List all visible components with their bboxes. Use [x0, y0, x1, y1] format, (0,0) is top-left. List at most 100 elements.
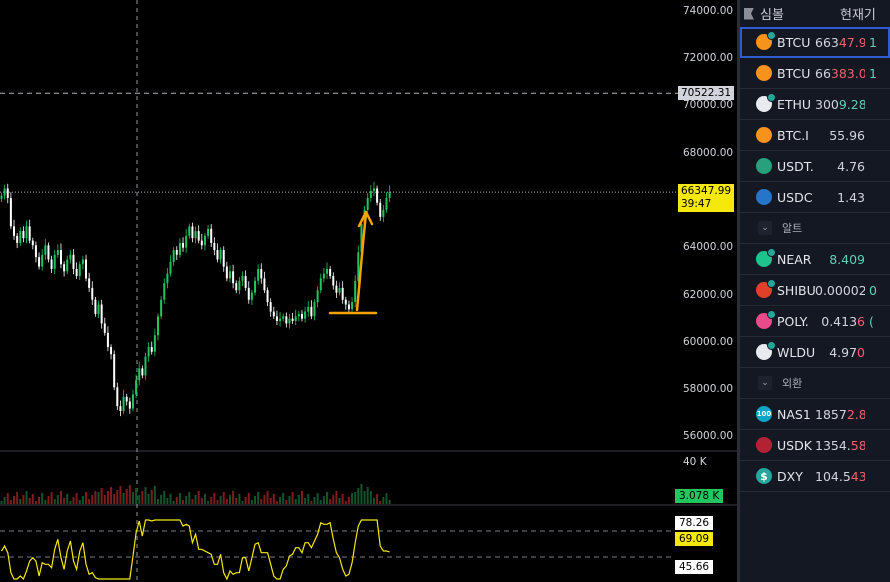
watchlist-row[interactable]: $ DXY 104.543 [740, 461, 890, 492]
candle-body [372, 188, 375, 191]
volume-bar [275, 501, 278, 504]
watchlist-row[interactable]: 100 NAS1 18572.8 [740, 399, 890, 430]
volume-bar [366, 487, 369, 504]
watchlist-row[interactable]: BTCU 66383.0 1 [740, 58, 890, 89]
dollar-icon: $ [756, 468, 772, 484]
volume-bar [319, 500, 322, 504]
price-tick: 60000.00 [683, 336, 734, 348]
volume-bar [269, 498, 272, 504]
volume-bar [260, 499, 263, 504]
watchlist-row[interactable]: BTC.I 55.96 [740, 120, 890, 151]
volume-bar [22, 495, 25, 504]
price-main: 1857 [815, 406, 847, 422]
flag-icon[interactable] [744, 7, 754, 20]
candle-body [297, 313, 300, 317]
candle-body [53, 254, 56, 269]
candle-body [235, 283, 238, 291]
price-tick-digits: 6 [857, 313, 865, 329]
candle-body [72, 254, 75, 269]
price-value: 0.00002 [815, 283, 865, 298]
candle-body [347, 304, 350, 310]
volume-bar [0, 501, 3, 504]
volume-bar [294, 499, 297, 504]
volume-bar [9, 500, 12, 504]
candle-body [382, 209, 385, 217]
volume-bar [369, 491, 372, 504]
price-main: 300 [815, 96, 839, 112]
candle-body [272, 311, 275, 317]
volume-bar [351, 493, 354, 504]
volume-bar [279, 497, 282, 504]
watchlist-row[interactable]: NEAR 8.409 [740, 244, 890, 275]
watchlist-row[interactable]: SHIBU 0.00002 0 [740, 275, 890, 306]
symbol-label: USDK [777, 437, 812, 453]
candle-body [379, 202, 382, 217]
volume-bar [144, 487, 147, 504]
annotation-arrow-head [357, 210, 374, 228]
volume-bar [254, 496, 257, 504]
fx-group-header[interactable]: ⌄ 외환 [740, 368, 890, 399]
candle-body [34, 245, 37, 258]
horizontal-line-price-flag[interactable]: 70522.31 [678, 86, 735, 100]
volume-bar [157, 499, 159, 504]
watchlist-row[interactable]: USDC 1.43 [740, 182, 890, 213]
alt-group-header[interactable]: ⌄ 알트 [740, 213, 890, 244]
candle-body [135, 380, 138, 395]
volume-bar [169, 494, 172, 504]
volume-bar [376, 494, 379, 504]
candle-body [210, 228, 213, 243]
symbol-label: DXY [777, 468, 803, 484]
volume-bar [191, 499, 194, 504]
volume-bar [188, 492, 191, 504]
live-badge-icon [767, 279, 776, 288]
chart-canvas[interactable] [0, 0, 737, 582]
candle-body [244, 276, 247, 288]
price-column-header[interactable]: 현재기 [840, 8, 876, 23]
volume-bar [247, 493, 250, 504]
candle-body [66, 259, 69, 272]
volume-bar [66, 494, 69, 504]
candle-body [63, 264, 66, 272]
candle-body [307, 306, 310, 312]
volume-bar [34, 501, 37, 504]
candle-body [219, 250, 222, 260]
watchlist-row[interactable]: WLDU 4.970 [740, 337, 890, 368]
candle-body [366, 197, 369, 210]
candle-body [275, 316, 278, 322]
volume-bar [372, 498, 375, 504]
price-value: 3009.28 [815, 97, 865, 112]
chevron-down-icon[interactable]: ⌄ [758, 221, 772, 235]
change-value: 0 [869, 282, 877, 298]
price-tick-digits: 43 [850, 468, 865, 484]
symbol-label: BTCU [777, 65, 811, 81]
price-chart[interactable]: 74000.00 72000.00 70000.00 68000.00 6400… [0, 0, 737, 582]
volume-bar [385, 493, 388, 504]
volume-bar [16, 492, 19, 504]
rsi-lower-flag: 45.66 [675, 560, 714, 574]
volume-bar [357, 488, 360, 504]
candle-body [388, 192, 391, 198]
volume-bar [116, 490, 119, 504]
candle-body [313, 302, 316, 317]
volume-bar [28, 498, 31, 504]
candle-body [41, 254, 44, 267]
watchlist-row[interactable]: ETHU 3009.28 [740, 89, 890, 120]
candle-body [304, 311, 307, 319]
candle-body [44, 245, 47, 255]
price-tick: 56000.00 [683, 430, 734, 442]
crypto-list: BTCU 66347.9 1 BTCU 66383.0 1 ETHU 3009.28 BTC.I… [740, 27, 890, 213]
watchlist-panel[interactable]: 심볼 현재기 BTCU 66347.9 1 BTCU 66383.0 1 ETHU 3009.… [737, 0, 890, 582]
candle-body [144, 356, 147, 376]
candle-body [191, 226, 194, 239]
candle-body [97, 304, 100, 314]
chevron-down-icon[interactable]: ⌄ [758, 376, 772, 390]
volume-bar [335, 491, 338, 504]
symbol-column-header[interactable]: 심볼 [760, 8, 784, 23]
watchlist-row[interactable]: BTCU 66347.9 1 [740, 27, 890, 58]
volume-bar [310, 501, 313, 504]
watchlist-row[interactable]: USDT. 4.76 [740, 151, 890, 182]
watchlist-row[interactable]: POLY. 0.4136( [740, 306, 890, 337]
price-tick: 68000.00 [683, 147, 734, 159]
